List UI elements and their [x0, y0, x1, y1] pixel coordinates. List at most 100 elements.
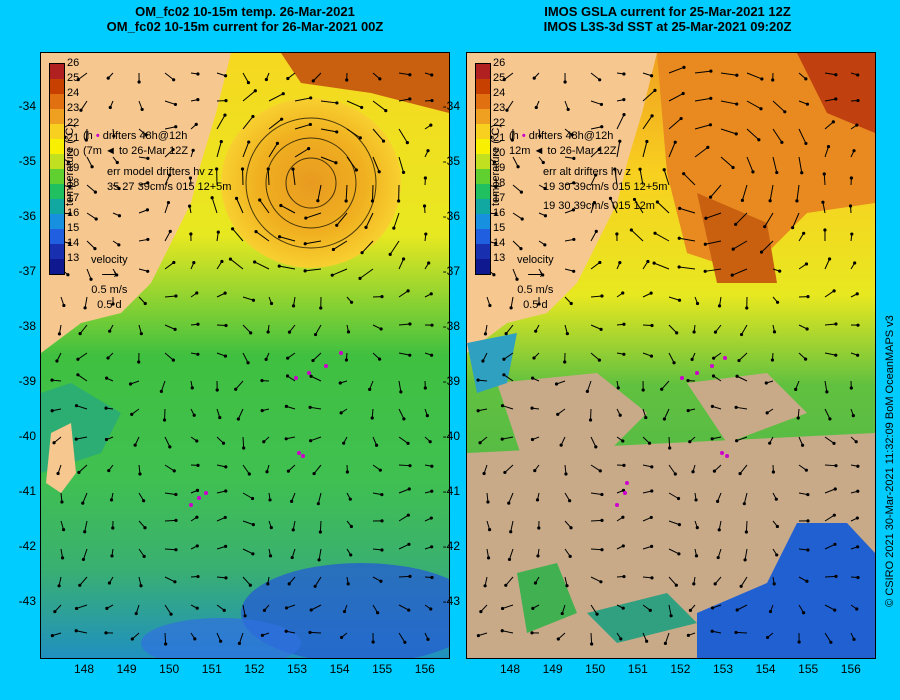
- current-arrowhead: [706, 145, 710, 149]
- current-arrowhead: [646, 259, 650, 264]
- current-arrow: [503, 352, 514, 360]
- latitude-tick: -34: [442, 99, 460, 113]
- current-arrowhead: [246, 361, 250, 365]
- current-arrowhead: [61, 528, 66, 532]
- current-arrowhead: [509, 306, 513, 310]
- current-arrowhead: [519, 190, 524, 194]
- current-arrowhead: [311, 358, 315, 363]
- current-arrowhead: [253, 89, 257, 93]
- current-arrow: [668, 66, 685, 74]
- current-arrow: [590, 262, 601, 270]
- current-arrow: [398, 575, 411, 578]
- current-arrowhead: [645, 139, 649, 144]
- current-arrow: [398, 380, 402, 392]
- current-arrowhead: [662, 168, 666, 172]
- current-arrowhead: [594, 173, 598, 177]
- longitude-tick: 155: [798, 662, 819, 676]
- current-arrowhead: [76, 373, 80, 377]
- current-arrowhead: [374, 443, 379, 447]
- current-arrowhead: [60, 500, 64, 504]
- current-arrowhead: [104, 437, 109, 442]
- current-arrowhead: [802, 611, 806, 615]
- current-arrowhead: [672, 361, 676, 365]
- left-map-canvas: [41, 53, 449, 658]
- current-arrowhead: [223, 354, 228, 358]
- right-title-line2: IMOS L3S-3d SST at 25-Mar-2021 09:20Z: [543, 19, 792, 34]
- current-arrowhead: [649, 354, 654, 358]
- current-arrowhead: [316, 199, 320, 203]
- current-arrow: [164, 202, 169, 214]
- current-arrow: [294, 123, 311, 130]
- colorbar-swatch: [476, 184, 490, 199]
- current-arrowhead: [174, 294, 178, 298]
- current-arrowhead: [345, 470, 349, 474]
- current-arrow: [82, 492, 88, 504]
- drifter-legend: (h • drifters 48h@12h (7m ◄ to 26-Mar 12…: [83, 130, 189, 157]
- current-arrowhead: [57, 332, 62, 336]
- current-arrowhead: [76, 357, 80, 361]
- current-arrowhead: [632, 197, 637, 202]
- current-arrowhead: [401, 170, 406, 174]
- current-arrowhead: [834, 574, 838, 579]
- current-arrowhead: [564, 472, 568, 476]
- current-arrowhead: [430, 323, 434, 327]
- current-arrowhead: [516, 165, 520, 169]
- current-arrowhead: [344, 199, 348, 203]
- current-arrow: [505, 576, 514, 586]
- current-arrowhead: [277, 235, 282, 239]
- velocity-legend: velocity ⟶ 0.5 m/s 0.5 d: [91, 254, 128, 311]
- current-arrow: [668, 142, 676, 158]
- current-arrowhead: [303, 269, 307, 273]
- current-arrowhead: [290, 499, 294, 503]
- longitude-tick: 154: [329, 662, 350, 676]
- current-arrow: [86, 212, 97, 220]
- drifter-legend: (h • drifters 48h@12h 12m ◄ to 26-Mar 12…: [509, 130, 617, 157]
- current-arrowhead: [849, 176, 853, 180]
- current-arrow: [309, 631, 322, 634]
- current-arrowhead: [775, 300, 780, 304]
- latitude-tick: -34: [18, 99, 36, 113]
- current-arrowhead: [291, 528, 295, 532]
- current-arrow: [590, 202, 595, 214]
- current-arrowhead: [739, 332, 744, 337]
- current-arrowhead: [66, 273, 70, 277]
- current-arrowhead: [588, 418, 593, 422]
- current-arrowhead: [264, 357, 268, 361]
- current-arrowhead: [856, 353, 860, 357]
- current-arrowhead: [344, 358, 349, 362]
- current-arrow: [346, 128, 361, 139]
- current-arrowhead: [833, 487, 837, 491]
- current-arrow: [232, 228, 244, 242]
- current-arrowhead: [159, 389, 163, 393]
- current-arrow: [772, 156, 778, 173]
- longitude-tick: 149: [116, 662, 137, 676]
- current-arrowhead: [488, 303, 492, 308]
- current-arrowhead: [53, 609, 57, 614]
- current-arrowhead: [377, 170, 381, 174]
- current-arrowhead: [494, 241, 498, 245]
- colorbar-swatch: [50, 169, 64, 184]
- current-arrowhead: [164, 642, 168, 646]
- current-arrowhead: [695, 526, 699, 530]
- current-arrowhead: [284, 404, 288, 408]
- current-arrowhead: [291, 304, 296, 308]
- latitude-tick: -39: [442, 374, 460, 388]
- current-arrowhead: [694, 498, 698, 502]
- right-map-title: IMOS GSLA current for 25-Mar-2021 12Z IM…: [460, 4, 875, 34]
- current-arrow: [164, 548, 177, 551]
- colorbar-label: 26: [67, 57, 80, 69]
- current-arrowhead: [655, 200, 659, 204]
- current-arrow: [732, 268, 748, 276]
- current-arrowhead: [530, 631, 534, 635]
- current-arrowhead: [744, 530, 748, 534]
- current-arrowhead: [279, 203, 283, 208]
- current-arrowhead: [618, 413, 622, 417]
- current-arrowhead: [74, 606, 79, 611]
- current-arrowhead: [146, 156, 150, 160]
- colorbar-swatch: [50, 184, 64, 199]
- current-arrowhead: [735, 608, 739, 612]
- current-arrow: [824, 464, 837, 467]
- current-arrowhead: [110, 554, 114, 558]
- current-arrow: [590, 72, 600, 81]
- current-arrowhead: [688, 440, 692, 444]
